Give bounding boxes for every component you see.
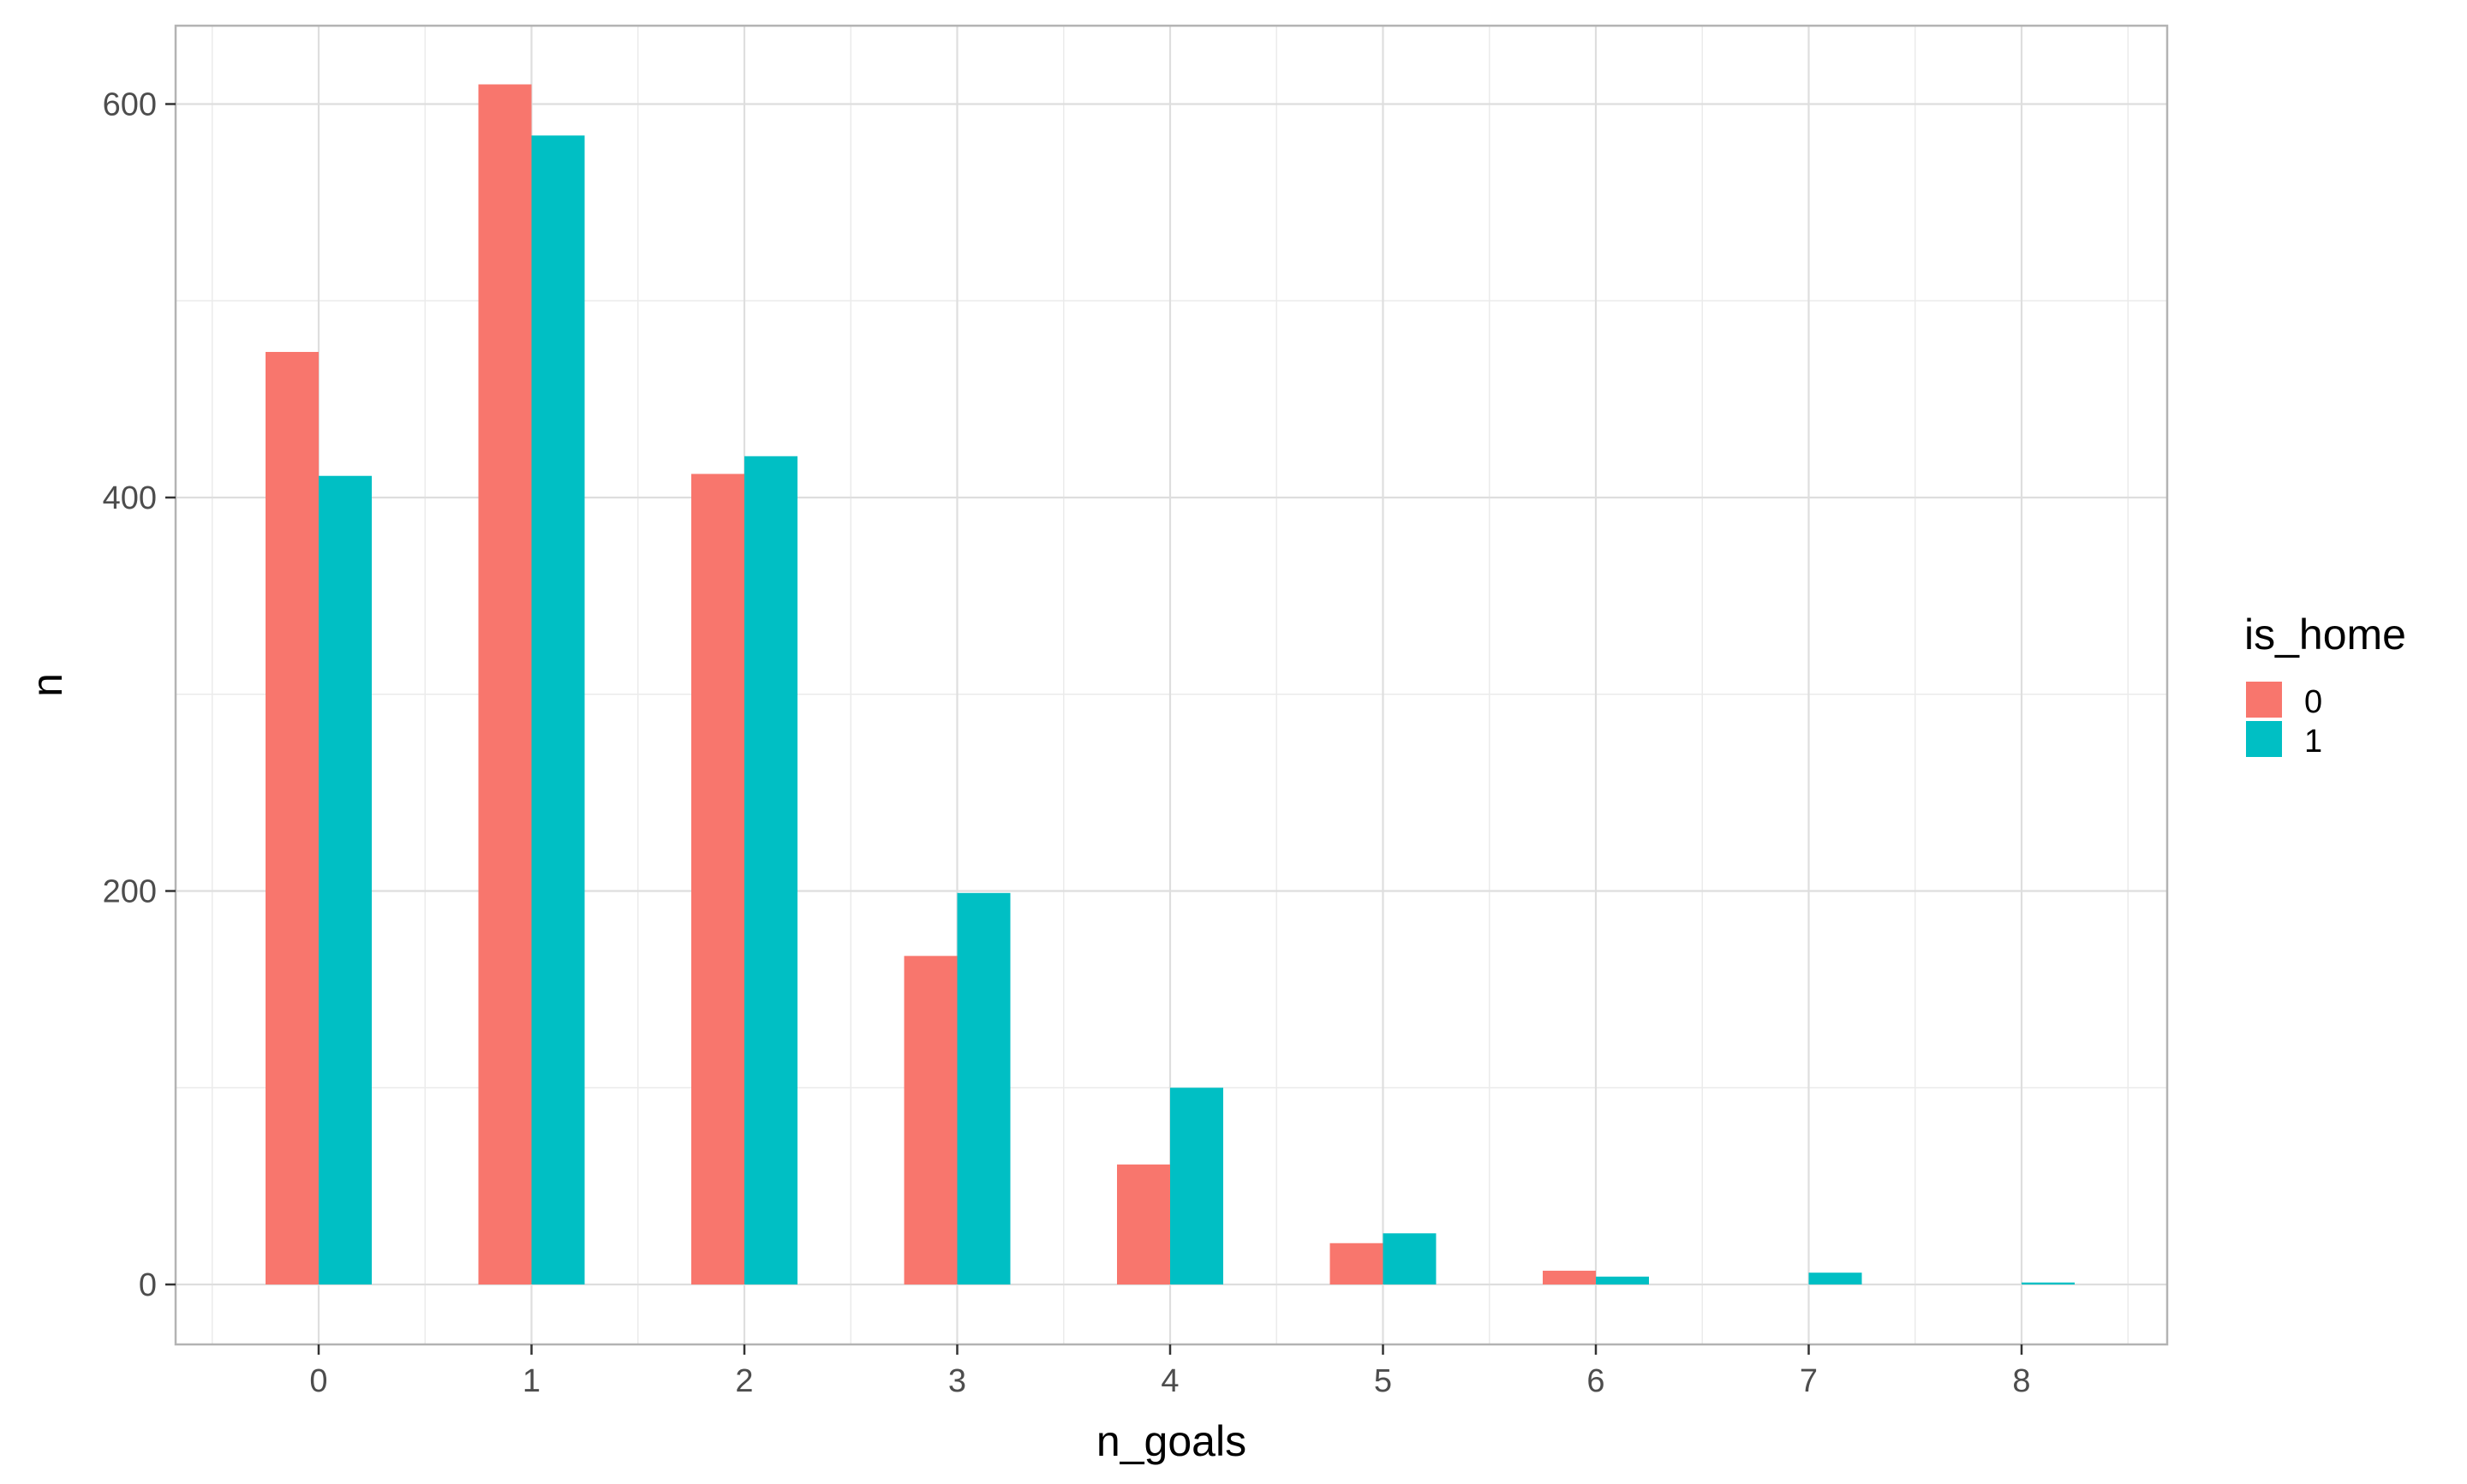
y-tick-label: 400 [103,480,157,516]
bar-6-series-1 [1596,1276,1649,1284]
bar-1-series-0 [478,84,532,1284]
bar-8-series-1 [2022,1282,2075,1284]
y-axis-title: n [23,673,71,697]
x-tick-label: 5 [1374,1363,1392,1399]
x-tick-label: 4 [1161,1363,1179,1399]
legend-key-1 [2246,721,2282,757]
bar-3-series-1 [957,892,1011,1284]
x-tick-label: 1 [523,1363,541,1399]
x-tick-label: 7 [1800,1363,1818,1399]
plot-panel-border [174,24,2169,1346]
bar-1-series-1 [531,135,585,1284]
x-axis-ticks: 0 1 2 3 4 5 6 7 8 [309,1344,2031,1399]
bar-4-series-1 [1170,1088,1223,1284]
y-tick-label: 200 [103,874,157,910]
x-tick-label: 8 [2012,1363,2030,1399]
y-tick-label: 0 [139,1267,157,1303]
bar-5-series-0 [1329,1243,1383,1284]
x-axis-title: n_goals [1096,1417,1246,1465]
y-tick-label: 600 [103,87,157,123]
bar-7-series-1 [1808,1272,1862,1284]
bar-6-series-0 [1543,1270,1596,1284]
x-tick-label: 3 [948,1363,966,1399]
legend-title: is_home [2244,611,2406,659]
bar-4-series-0 [1117,1164,1170,1284]
y-axis-ticks: 0 200 400 600 [103,87,176,1303]
bar-0-series-1 [319,475,372,1284]
x-tick-label: 0 [309,1363,327,1399]
x-tick-label: 6 [1586,1363,1604,1399]
legend-key-0 [2246,682,2282,718]
bar-0-series-0 [266,351,319,1284]
bar-2-series-0 [691,474,744,1284]
legend: is_home 0 1 [2244,611,2406,760]
bars [266,84,2075,1284]
bar-5-series-1 [1383,1233,1437,1284]
legend-label-0: 0 [2304,684,2322,720]
legend-label-1: 1 [2304,724,2322,760]
bar-2-series-1 [744,456,797,1284]
x-tick-label: 2 [735,1363,753,1399]
bar-3-series-0 [904,956,958,1284]
